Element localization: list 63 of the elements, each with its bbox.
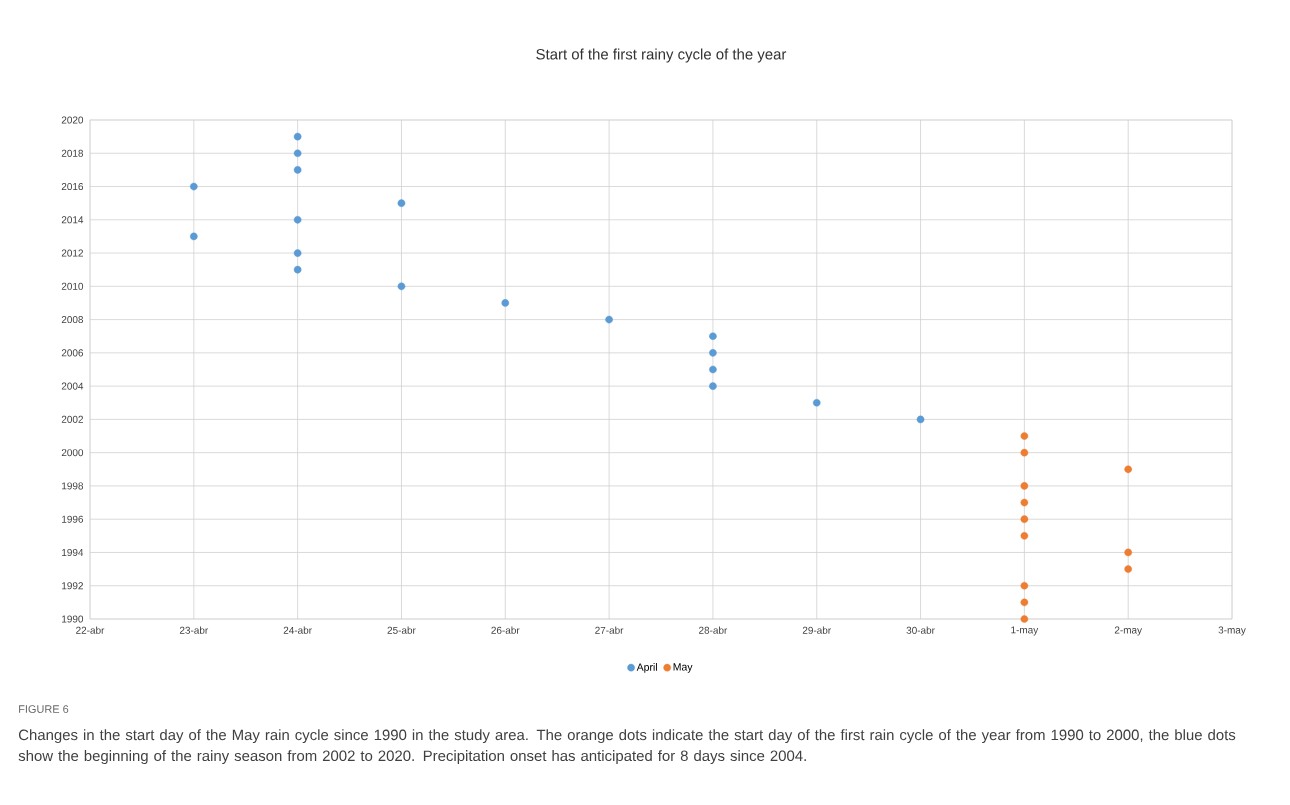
point <box>605 315 613 324</box>
point <box>1020 598 1029 607</box>
y-tick-label: 2014 <box>61 216 84 224</box>
point <box>397 282 406 291</box>
chart-title: Start of the first rainy cycle of the year <box>536 48 787 63</box>
y-tick-label: 2002 <box>61 415 83 423</box>
y-tick-label: 1994 <box>62 548 84 556</box>
x-tick-label: 28-abr <box>699 626 728 634</box>
point <box>293 215 302 224</box>
x-tick-label: 27-abr <box>595 626 624 634</box>
point <box>1020 581 1029 590</box>
point <box>1124 565 1132 573</box>
point <box>812 398 821 407</box>
y-tick-label: 1990 <box>62 615 84 623</box>
point <box>709 382 717 390</box>
y-tick-label: 2018 <box>61 149 84 157</box>
point <box>293 132 302 141</box>
x-tick-label: 24-abr <box>283 626 312 634</box>
y-tick-label: 2020 <box>61 116 84 124</box>
point <box>709 349 717 357</box>
caption: FIGURE 6 <box>19 705 69 713</box>
y-tick-label: 1998 <box>62 482 84 490</box>
point <box>709 365 717 374</box>
point <box>1020 515 1029 523</box>
point <box>190 182 198 191</box>
legend-label: April <box>636 663 657 673</box>
y-tick-label: 2004 <box>61 382 84 390</box>
point <box>1124 465 1132 474</box>
y-tick-label: 2010 <box>61 282 84 290</box>
y-tick-label: 2012 <box>61 249 83 257</box>
y-tick-label: 2006 <box>61 349 84 357</box>
point <box>709 332 717 341</box>
x-tick-label: 22-abr <box>76 626 105 634</box>
x-tick-label: 29-abr <box>802 626 831 634</box>
point <box>293 265 302 274</box>
point <box>293 249 302 257</box>
point <box>1124 548 1132 557</box>
point <box>190 232 198 241</box>
point <box>916 415 925 424</box>
x-tick-label: 26-abr <box>491 626 520 634</box>
x-tick-label: 2-may <box>1114 626 1143 636</box>
point <box>1020 615 1029 623</box>
point <box>293 166 302 174</box>
x-tick-label: 30-abr <box>906 626 935 634</box>
point <box>1020 432 1029 440</box>
x-tick-label: 1-may <box>1011 626 1039 636</box>
point <box>1020 482 1029 490</box>
point <box>1020 498 1029 507</box>
text: Changes in the start day of the May rain cycle since 1990 in the study area. The orange dots indicate the start day of the first rain cycle of the year from 1990 to 2000, the blue dots show the beginning of the rainy season from 2002 to 2020. Precipitation onset has anticipated for 8 days since 2004. <box>18 729 1236 765</box>
x-tick-label: 25-abr <box>387 626 416 634</box>
x-tick-label: 3-may <box>1218 626 1246 636</box>
point <box>1020 448 1029 457</box>
y-tick-label: 2000 <box>61 449 84 457</box>
x-tick-label: 23-abr <box>179 626 209 634</box>
y-tick-label: 2008 <box>61 316 84 324</box>
y-tick-label: 2016 <box>61 183 84 191</box>
y-tick-label: 1996 <box>62 515 84 523</box>
legend-label: May <box>673 663 693 673</box>
y-tick-label: 1992 <box>62 582 83 590</box>
point <box>501 299 510 307</box>
point <box>397 199 406 207</box>
point <box>293 149 302 158</box>
point <box>1020 532 1029 540</box>
